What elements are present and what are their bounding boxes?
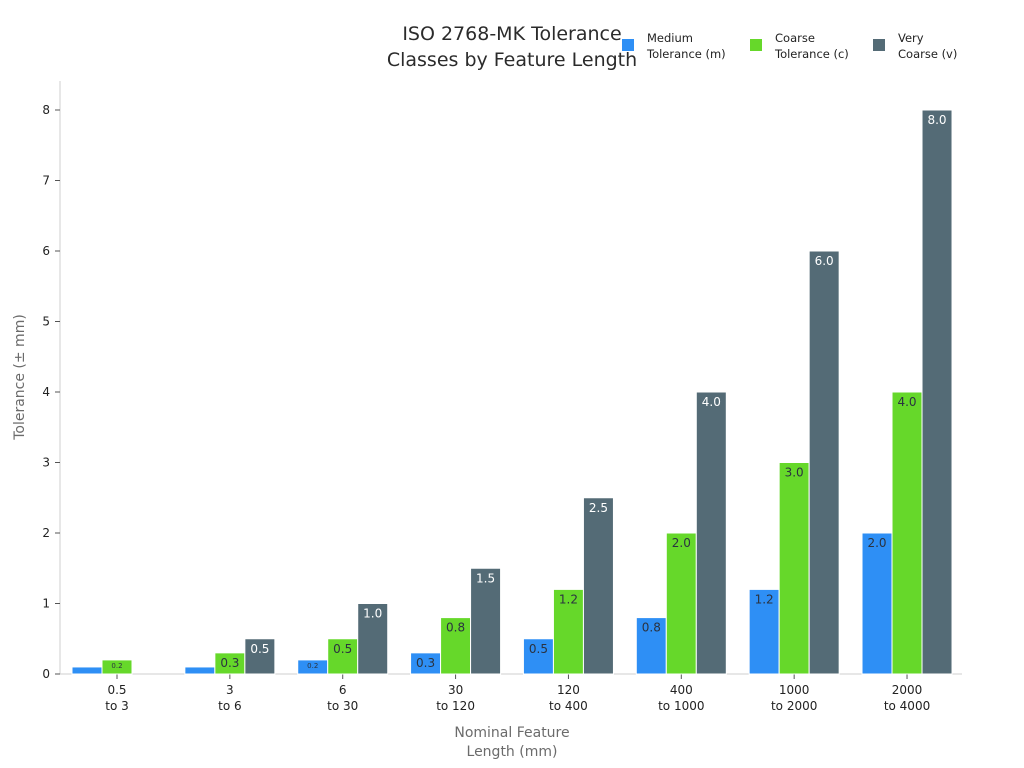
- bar-data-label: 0.8: [642, 621, 661, 635]
- y-tick-label: 6: [42, 244, 50, 258]
- y-tick-label: 2: [42, 526, 50, 540]
- bar: [552, 588, 584, 675]
- bar-data-label: 0.3: [416, 656, 435, 670]
- x-tick-label: to 30: [327, 699, 358, 713]
- bar: [582, 497, 614, 675]
- bar: [778, 462, 810, 675]
- x-tick-label: 3: [226, 683, 234, 697]
- legend-label: Tolerance (c): [774, 47, 849, 61]
- bar-data-label: 8.0: [927, 113, 946, 127]
- y-tick-label: 0: [42, 667, 50, 681]
- y-tick-label: 5: [42, 315, 50, 329]
- legend-swatch: [873, 39, 885, 51]
- bar-data-label: 0.5: [529, 642, 548, 656]
- legend-label: Medium: [647, 31, 693, 45]
- bar: [470, 567, 502, 675]
- chart-title-line: Classes by Feature Length: [387, 49, 637, 71]
- x-tick-label: to 2000: [771, 699, 817, 713]
- legend-label: Tolerance (m): [646, 47, 726, 61]
- bar-data-label: 4.0: [702, 395, 721, 409]
- x-tick-label: 2000: [892, 683, 923, 697]
- bar-data-label: 1.2: [559, 592, 578, 606]
- bar-data-label: 0.8: [446, 621, 465, 635]
- y-tick-label: 8: [42, 103, 50, 117]
- y-tick-label: 1: [42, 597, 50, 611]
- y-tick-label: 4: [42, 385, 50, 399]
- bar: [357, 603, 389, 675]
- x-tick-label: to 4000: [884, 699, 930, 713]
- legend-swatch: [750, 39, 762, 51]
- x-tick-label: to 400: [549, 699, 588, 713]
- y-tick-label: 7: [42, 174, 50, 188]
- x-tick-label: to 120: [436, 699, 475, 713]
- legend-label: Coarse: [775, 31, 815, 45]
- x-tick-label: 1000: [779, 683, 810, 697]
- bar-data-label: 0.2: [111, 662, 122, 670]
- bar-labels: 0.2 0.3 0.5 0.8 1.2 2.0 0.2 0.3 0.5 0.8 1.2 2.0 3.0 4…: [111, 113, 946, 670]
- bar: [244, 638, 276, 675]
- bar-data-label: 1.0: [363, 607, 382, 621]
- bar-data-label: 0.3: [220, 656, 239, 670]
- x-tick-label: 120: [557, 683, 580, 697]
- bar-data-label: 6.0: [815, 254, 834, 268]
- bar: [71, 666, 103, 675]
- x-axis-label: Nominal Feature: [454, 725, 569, 741]
- bar-data-label: 2.5: [589, 501, 608, 515]
- chart-title-line: ISO 2768-MK Tolerance: [402, 23, 621, 45]
- y-tick-label: 3: [42, 456, 50, 470]
- legend: Medium Tolerance (m) Coarse Tolerance (c) Ve…: [622, 31, 957, 61]
- bar: [101, 659, 133, 675]
- bar: [440, 617, 472, 675]
- x-tick-label: 6: [339, 683, 347, 697]
- bar-data-label: 4.0: [897, 395, 916, 409]
- axes: 0 1 2 3 4 5 6 7 8 Tolerance (± mm) Nominal Feature…: [12, 81, 962, 760]
- x-axis-label: Length (mm): [467, 744, 558, 760]
- legend-label: Very: [898, 31, 924, 45]
- bar: [921, 109, 953, 675]
- bar: [327, 638, 359, 675]
- bar: [861, 532, 893, 675]
- x-tick-label: to 1000: [658, 699, 704, 713]
- bar-data-label: 3.0: [785, 466, 804, 480]
- bar: [695, 391, 727, 675]
- x-tick-label: 30: [448, 683, 463, 697]
- y-axis-label: Tolerance (± mm): [12, 314, 28, 441]
- x-tick-label: 0.5: [107, 683, 126, 697]
- bar-data-label: 2.0: [867, 536, 886, 550]
- bar-data-label: 1.5: [476, 571, 495, 585]
- x-tick-label: to 6: [218, 699, 242, 713]
- bar: [808, 250, 840, 675]
- x-tick-label: 400: [670, 683, 693, 697]
- bar-data-label: 0.5: [250, 642, 269, 656]
- bars: [71, 109, 953, 675]
- bar: [748, 588, 780, 675]
- bar: [665, 532, 697, 675]
- bar: [184, 666, 216, 675]
- bar: [891, 391, 923, 675]
- bar-data-label: 0.2: [307, 662, 318, 670]
- bar-data-label: 0.5: [333, 642, 352, 656]
- legend-label: Coarse (v): [898, 47, 957, 61]
- legend-swatch: [622, 39, 634, 51]
- bar-data-label: 2.0: [672, 536, 691, 550]
- bar: [522, 638, 554, 675]
- x-tick-label: to 3: [105, 699, 129, 713]
- chart-title: ISO 2768-MK Tolerance Classes by Feature …: [387, 23, 637, 71]
- bar-data-label: 1.2: [755, 592, 774, 606]
